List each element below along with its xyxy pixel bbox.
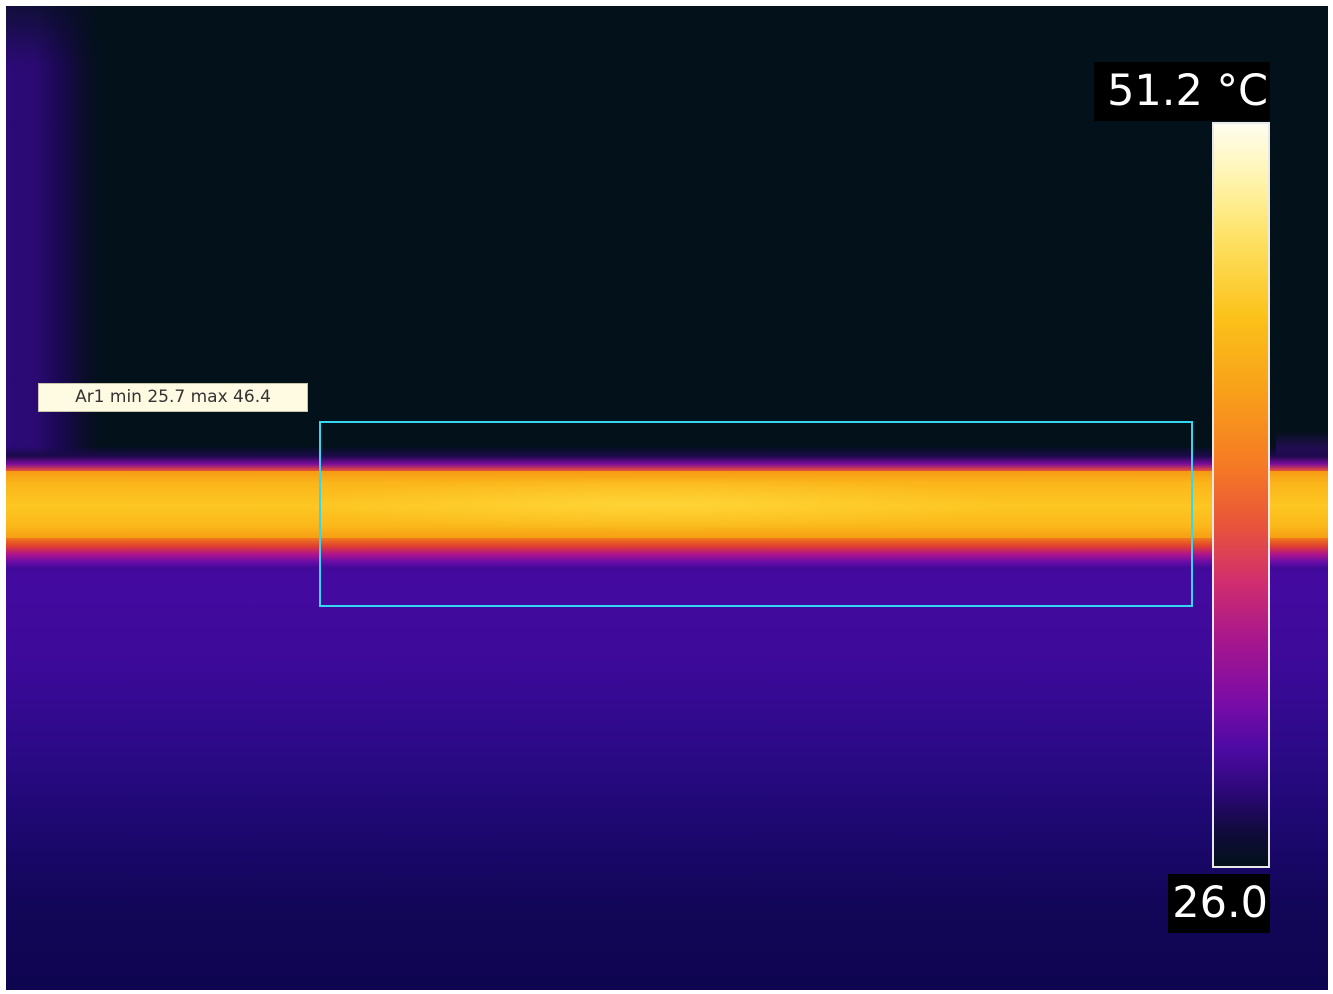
measurement-area-box[interactable]: [319, 421, 1193, 607]
measurement-area-label: Ar1 min 25.7 max 46.4: [38, 383, 308, 412]
scale-min-label: 26.0: [1168, 874, 1270, 933]
pipe-lower-gradient: [6, 538, 1328, 568]
cool-surface-region: [6, 546, 1328, 990]
thermal-image: [6, 6, 1328, 990]
scale-max-label: 51.2 °C: [1094, 62, 1270, 121]
pipe-center-glow: [306, 476, 1006, 531]
temperature-scale-bar: [1212, 122, 1270, 868]
left-edge-fade: [6, 6, 101, 66]
